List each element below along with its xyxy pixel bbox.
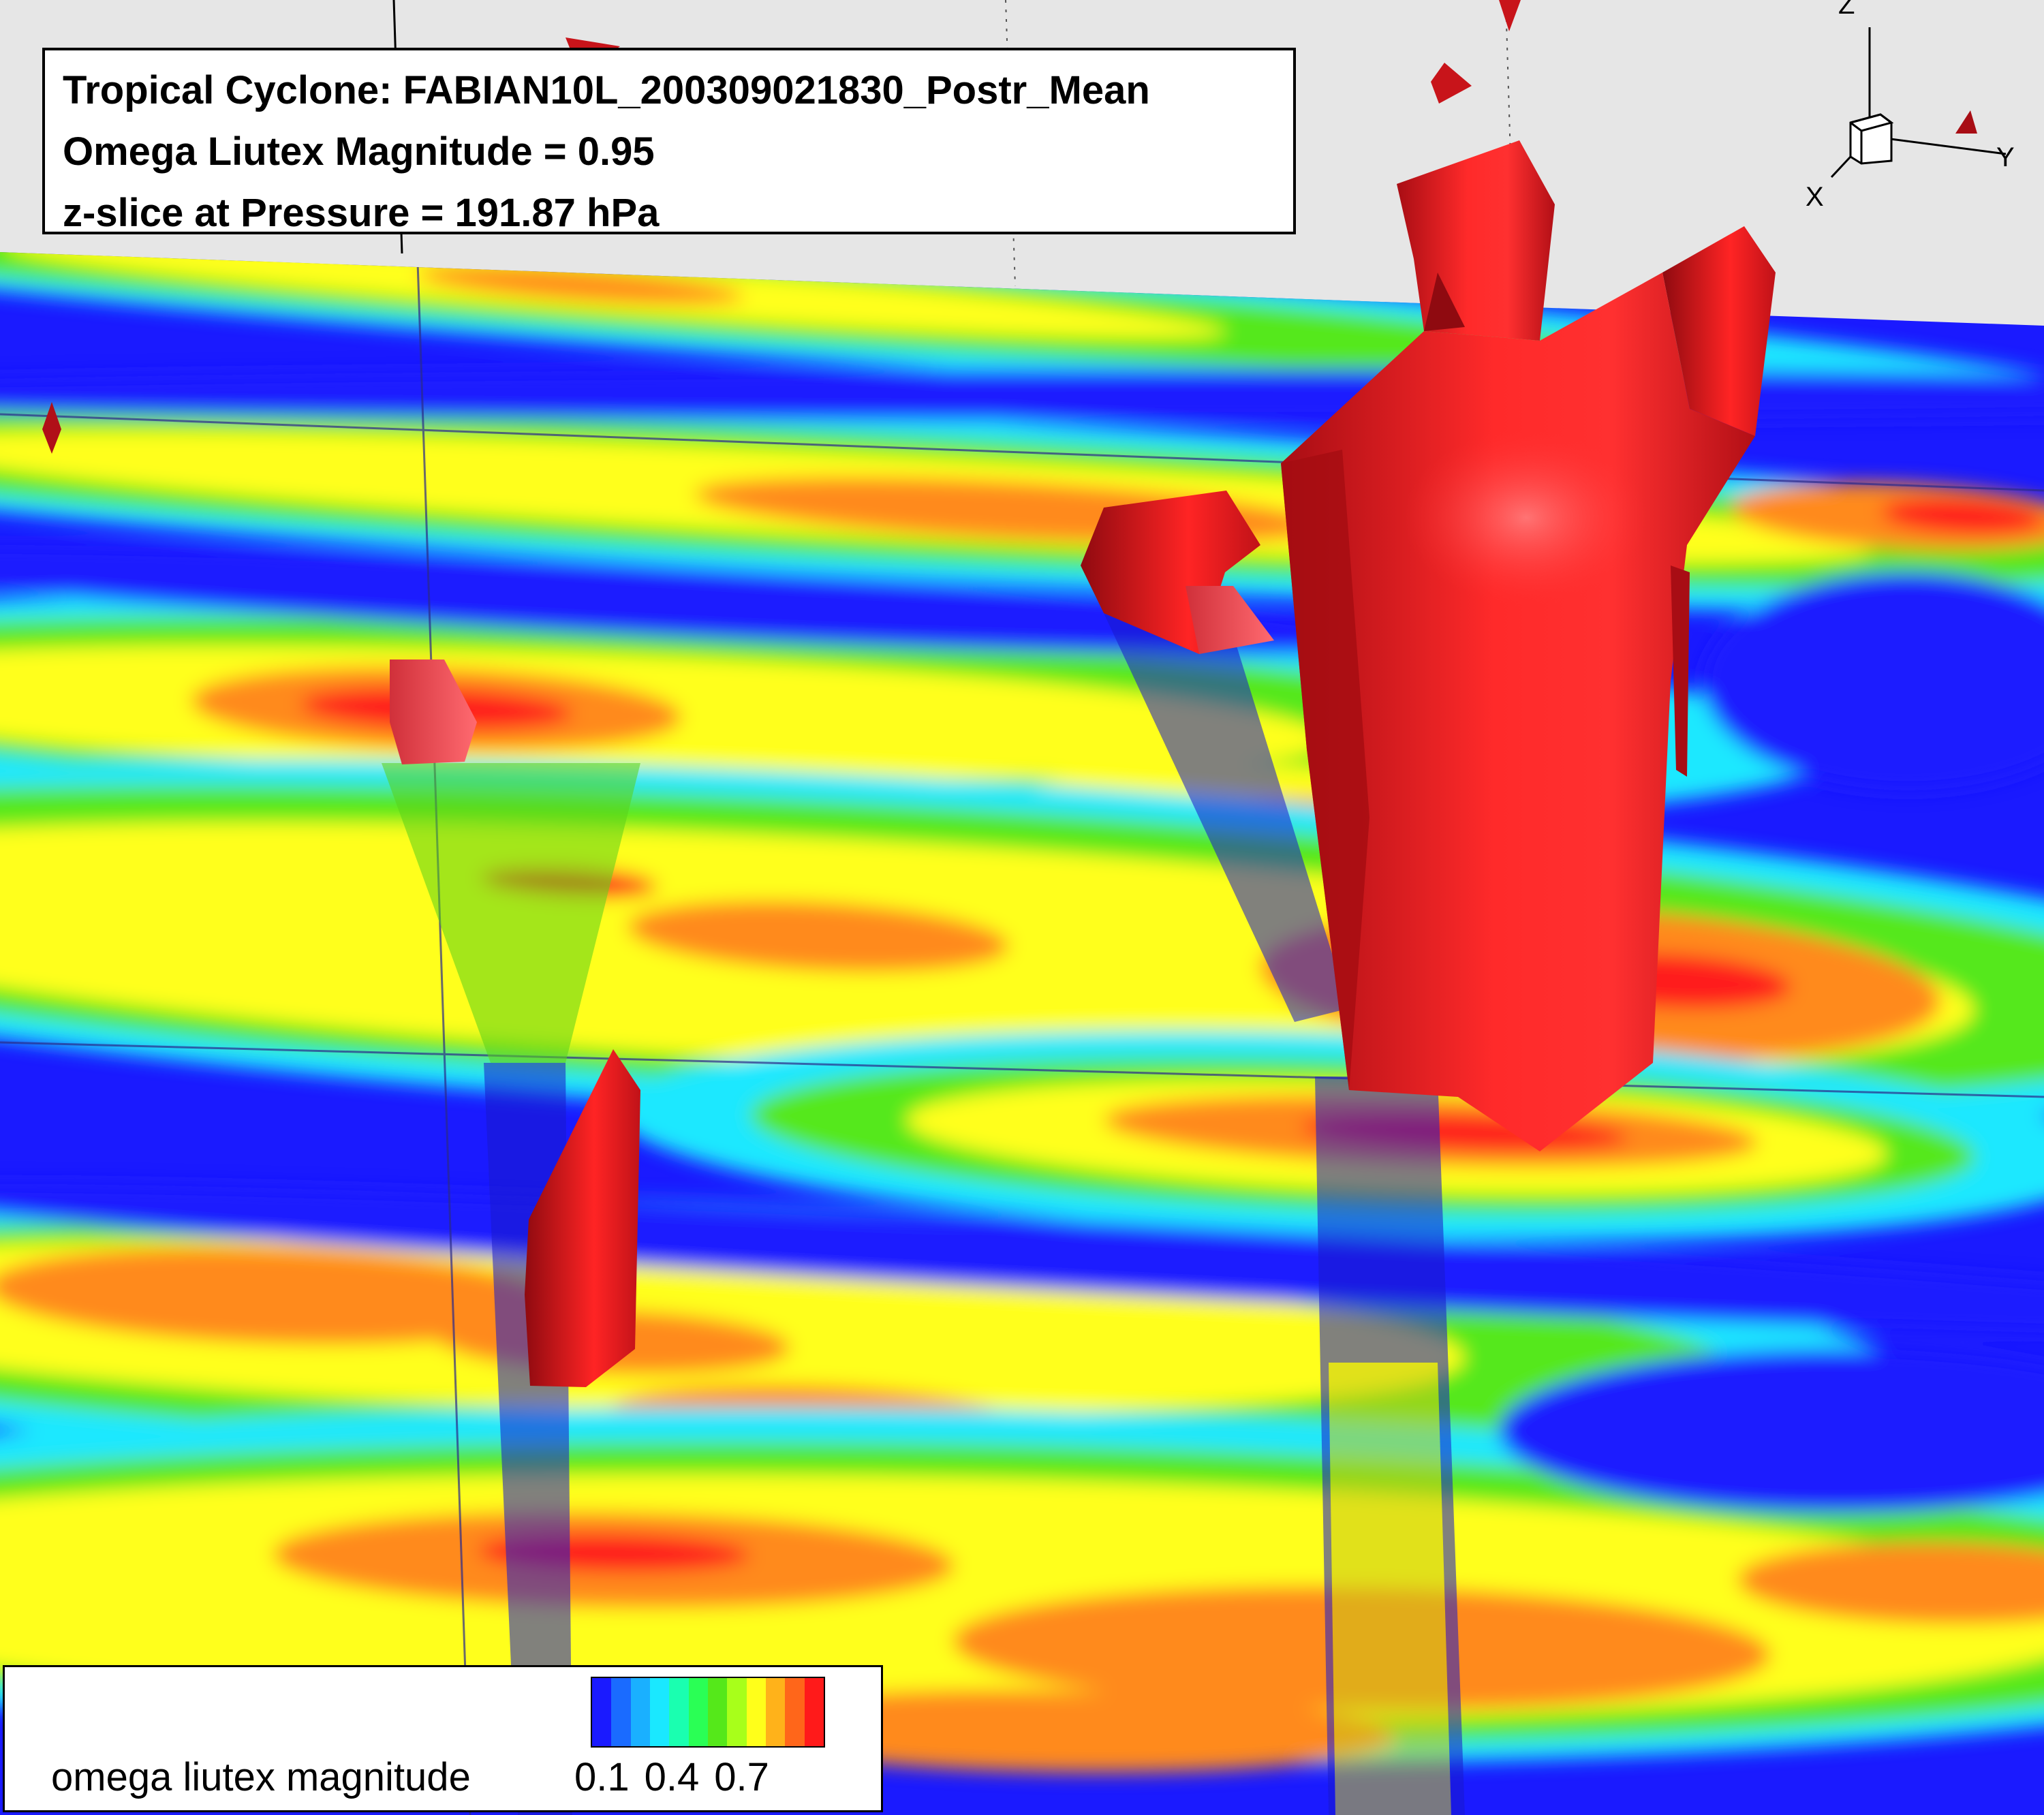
legend-swatch: [727, 1678, 746, 1746]
legend-tick-label: 0.7: [714, 1750, 769, 1805]
legend-swatch: [708, 1678, 727, 1746]
annotation-title: Tropical Cyclone: FABIAN10L_200309021830…: [63, 60, 1275, 121]
legend-swatch: [669, 1678, 688, 1746]
legend-tick-label: 0.4: [645, 1750, 700, 1805]
axis-label-y: Y: [1996, 142, 2015, 172]
legend-swatch: [785, 1678, 804, 1746]
legend-swatch: [689, 1678, 708, 1746]
annotation-magnitude: Omega Liutex Magnitude = 0.95: [63, 121, 1275, 183]
legend-swatch: [766, 1678, 785, 1746]
legend-swatch: [747, 1678, 766, 1746]
legend-swatch: [805, 1678, 824, 1746]
axis-triad: [1831, 27, 2006, 177]
contour-legend: omega liutex magnitude 0.1 0.4 0.7: [3, 1665, 883, 1812]
annotation-box: Tropical Cyclone: FABIAN10L_200309021830…: [42, 48, 1296, 234]
legend-colorbar: [591, 1677, 825, 1748]
axis-label-z: Z: [1838, 0, 1855, 20]
legend-tick-labels: 0.1 0.4 0.7: [574, 1750, 769, 1805]
legend-label: omega liutex magnitude: [51, 1750, 471, 1805]
isosurface-fragment: [1955, 110, 1977, 134]
legend-swatch: [650, 1678, 669, 1746]
legend-swatch: [611, 1678, 630, 1746]
axis-label-x: X: [1806, 182, 1824, 212]
isosurface-fragment: [1431, 63, 1472, 104]
isosurface-fragment: [1499, 0, 1521, 31]
legend-swatch: [631, 1678, 650, 1746]
annotation-slice: z-slice at Pressure = 191.87 hPa: [63, 183, 1275, 244]
legend-tick-label: 0.1: [574, 1750, 630, 1805]
legend-swatch: [592, 1678, 611, 1746]
